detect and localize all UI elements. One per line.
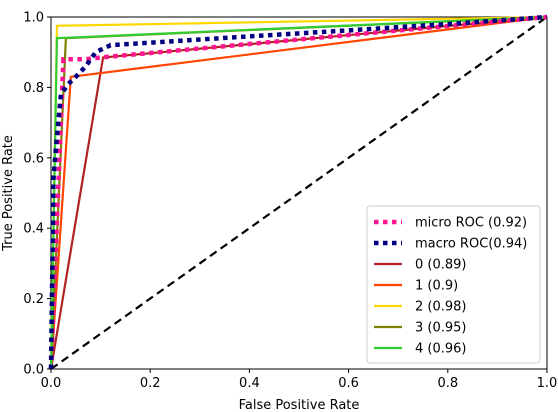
legend-entry-6: 4 (0.96) [415, 342, 467, 357]
x-axis-label: False Positive Rate [239, 398, 360, 412]
y-tick-label: 1.0 [23, 11, 44, 26]
y-tick-label: 0.4 [23, 222, 44, 237]
series-line-1 [48, 14, 548, 370]
y-tick-label: 0.2 [23, 292, 44, 307]
x-tick-label: 0.8 [437, 376, 458, 391]
y-axis-label: True Positive Rate [1, 135, 16, 252]
legend-entry-1: macro ROC(0.94) [415, 237, 527, 252]
x-tick-label: 1.0 [537, 376, 558, 391]
legend-entry-5: 3 (0.95) [415, 321, 467, 336]
x-tick-label: 0.6 [338, 376, 359, 391]
series-line-2 [49, 15, 548, 370]
axis-ticks: 0.0 0.2 0.4 0.6 0.8 1.0 0.0 0.2 0.4 0.6 0.8 1.0 [23, 11, 557, 392]
series-line-0 [48, 14, 548, 370]
x-tick-label: 0.0 [41, 376, 62, 391]
plot-lines [48, 14, 548, 370]
x-tick-label: 0.2 [140, 376, 161, 391]
legend-entry-0: micro ROC (0.92) [415, 216, 527, 231]
legend-box [366, 205, 541, 364]
legend-entry-3: 1 (0.9) [415, 279, 458, 294]
y-tick-label: 0.0 [23, 363, 44, 378]
y-tick-label: 0.8 [23, 81, 44, 96]
x-tick-label: 0.4 [239, 376, 260, 391]
legend-entry-4: 2 (0.98) [415, 300, 467, 315]
legend: micro ROC (0.92) macro ROC(0.94) 0 (0.89) 1… [366, 205, 541, 364]
y-tick-label: 0.6 [23, 151, 44, 166]
legend-entry-2: 0 (0.89) [415, 258, 467, 273]
chance-diagonal-line [50, 16, 548, 370]
series-line-3 [49, 15, 548, 370]
